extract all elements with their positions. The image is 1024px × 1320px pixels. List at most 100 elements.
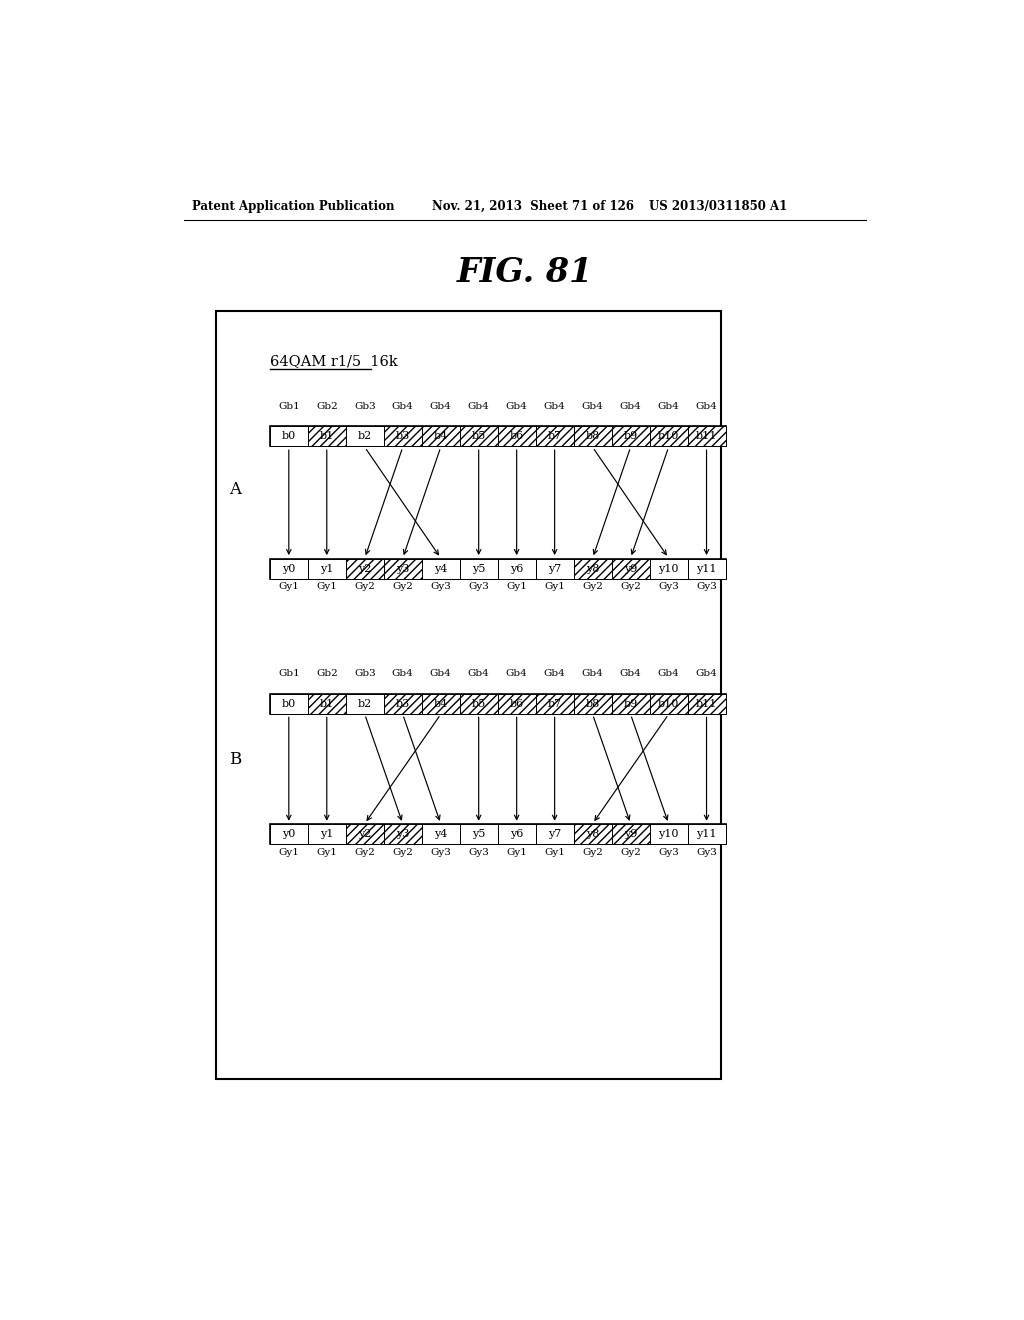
Bar xyxy=(611,426,649,446)
Text: B: B xyxy=(228,751,241,767)
Text: y6: y6 xyxy=(510,564,523,574)
Text: Gy3: Gy3 xyxy=(430,582,452,591)
Text: b0: b0 xyxy=(282,698,296,709)
Text: y5: y5 xyxy=(472,829,485,840)
Text: b4: b4 xyxy=(433,698,447,709)
Bar xyxy=(687,825,726,845)
Text: y11: y11 xyxy=(696,829,717,840)
Bar xyxy=(346,426,384,446)
Bar xyxy=(536,426,573,446)
Bar xyxy=(573,825,611,845)
Text: y4: y4 xyxy=(434,564,447,574)
Bar xyxy=(460,426,498,446)
Bar xyxy=(687,693,726,714)
Text: b1: b1 xyxy=(319,432,334,441)
Text: y9: y9 xyxy=(624,564,637,574)
Text: FIG. 81: FIG. 81 xyxy=(457,256,593,289)
Bar xyxy=(308,693,346,714)
Bar xyxy=(270,825,308,845)
Bar xyxy=(536,558,573,579)
Bar xyxy=(460,558,498,579)
Bar xyxy=(308,558,346,579)
Text: Gy1: Gy1 xyxy=(316,847,337,857)
Text: Gy2: Gy2 xyxy=(621,582,641,591)
Text: Gy2: Gy2 xyxy=(354,582,375,591)
Text: Gy2: Gy2 xyxy=(354,847,375,857)
Text: b0: b0 xyxy=(282,432,296,441)
Text: 64QAM r1/5  16k: 64QAM r1/5 16k xyxy=(270,354,397,368)
Text: b11: b11 xyxy=(696,698,717,709)
Text: y10: y10 xyxy=(658,829,679,840)
Text: b1: b1 xyxy=(319,698,334,709)
Bar xyxy=(649,693,687,714)
Bar xyxy=(649,558,687,579)
Text: A: A xyxy=(229,480,241,498)
Text: Gy1: Gy1 xyxy=(316,582,337,591)
Text: Gy3: Gy3 xyxy=(430,847,452,857)
Bar xyxy=(346,693,384,714)
Text: y0: y0 xyxy=(283,829,296,840)
Text: y9: y9 xyxy=(624,829,637,840)
Bar xyxy=(384,825,422,845)
Text: b9: b9 xyxy=(624,698,638,709)
Text: Gy2: Gy2 xyxy=(621,847,641,857)
Text: Gy3: Gy3 xyxy=(468,582,489,591)
Text: b6: b6 xyxy=(510,698,524,709)
Bar xyxy=(270,693,726,714)
Text: Gy3: Gy3 xyxy=(658,847,679,857)
Text: Gy1: Gy1 xyxy=(506,582,527,591)
Text: Gb3: Gb3 xyxy=(354,403,376,411)
Text: Gb4: Gb4 xyxy=(506,403,527,411)
Bar xyxy=(422,693,460,714)
Text: Patent Application Publication: Patent Application Publication xyxy=(191,199,394,213)
Text: y11: y11 xyxy=(696,564,717,574)
Text: b7: b7 xyxy=(548,432,562,441)
Bar xyxy=(270,426,308,446)
Text: Gb4: Gb4 xyxy=(430,403,452,411)
Text: b10: b10 xyxy=(657,432,679,441)
Text: Gy1: Gy1 xyxy=(279,582,299,591)
Bar xyxy=(216,312,721,1078)
Text: b11: b11 xyxy=(696,432,717,441)
Text: Gy2: Gy2 xyxy=(583,582,603,591)
Bar xyxy=(498,426,536,446)
Text: Gy2: Gy2 xyxy=(583,847,603,857)
Bar xyxy=(422,825,460,845)
Text: Gb4: Gb4 xyxy=(695,669,718,678)
Text: y7: y7 xyxy=(548,564,561,574)
Bar xyxy=(346,825,384,845)
Bar xyxy=(270,558,308,579)
Bar xyxy=(611,558,649,579)
Text: Gb4: Gb4 xyxy=(468,403,489,411)
Text: Gb4: Gb4 xyxy=(657,669,680,678)
Bar xyxy=(649,825,687,845)
Text: Gb2: Gb2 xyxy=(316,403,338,411)
Bar xyxy=(649,426,687,446)
Bar xyxy=(498,693,536,714)
Text: Gy2: Gy2 xyxy=(392,847,413,857)
Text: y3: y3 xyxy=(396,829,410,840)
Text: y8: y8 xyxy=(586,564,599,574)
Bar xyxy=(498,558,536,579)
Text: Gb2: Gb2 xyxy=(316,669,338,678)
Text: Gb1: Gb1 xyxy=(278,403,300,411)
Text: y0: y0 xyxy=(283,564,296,574)
Text: y10: y10 xyxy=(658,564,679,574)
Text: Gb4: Gb4 xyxy=(582,403,603,411)
Text: Gy3: Gy3 xyxy=(658,582,679,591)
Text: b5: b5 xyxy=(472,698,485,709)
Text: Gb4: Gb4 xyxy=(695,403,718,411)
Bar xyxy=(573,426,611,446)
Text: Gy2: Gy2 xyxy=(392,582,413,591)
Text: y4: y4 xyxy=(434,829,447,840)
Text: Gb4: Gb4 xyxy=(392,403,414,411)
Text: b8: b8 xyxy=(586,432,600,441)
Bar xyxy=(422,558,460,579)
Bar xyxy=(384,426,422,446)
Text: b3: b3 xyxy=(395,698,410,709)
Text: y2: y2 xyxy=(358,829,372,840)
Bar xyxy=(611,693,649,714)
Text: y8: y8 xyxy=(586,829,599,840)
Bar xyxy=(270,693,308,714)
Text: Gb4: Gb4 xyxy=(582,669,603,678)
